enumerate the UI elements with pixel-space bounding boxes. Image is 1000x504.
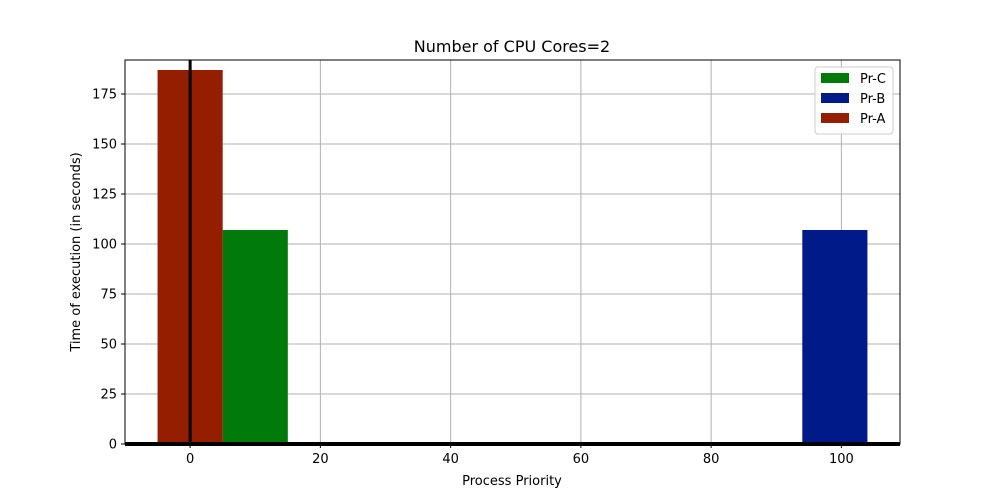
- bar-pr-b: [802, 230, 868, 444]
- legend-swatch-pr-a: [821, 113, 849, 123]
- bars: [157, 70, 868, 444]
- x-tick-label: 0: [186, 452, 194, 467]
- legend-label-pr-b: Pr-B: [860, 92, 885, 107]
- x-tick-label: 20: [312, 452, 329, 467]
- y-tick-label: 25: [100, 388, 117, 403]
- plot-area-frame: [124, 59, 901, 445]
- bar-pr-c: [222, 230, 288, 444]
- y-tick-label: 0: [109, 438, 117, 453]
- y-tick-label: 50: [100, 338, 117, 353]
- y-tick-label: 100: [92, 238, 117, 253]
- chart-title: Number of CPU Cores=2: [414, 37, 610, 56]
- axis-ticks: 0 20 40 60 80 100 0 25 50 75 100 125 150 175: [92, 88, 854, 468]
- legend-label-pr-a: Pr-A: [860, 112, 886, 127]
- y-tick-label: 125: [92, 188, 117, 203]
- x-axis-label: Process Priority: [462, 474, 562, 489]
- x-tick-label: 60: [573, 452, 590, 467]
- y-tick-label: 150: [92, 138, 117, 153]
- legend-swatch-pr-c: [821, 73, 849, 83]
- legend: Pr-C Pr-B Pr-A: [814, 66, 894, 135]
- y-tick-label: 175: [92, 88, 117, 103]
- x-tick-label: 80: [703, 452, 720, 467]
- y-axis-label: Time of execution (in seconds): [69, 152, 84, 352]
- x-tick-label: 40: [442, 452, 459, 467]
- legend-swatch-pr-b: [821, 93, 849, 103]
- legend-label-pr-c: Pr-C: [860, 72, 886, 87]
- y-tick-label: 75: [100, 288, 117, 303]
- x-tick-label: 100: [829, 452, 854, 467]
